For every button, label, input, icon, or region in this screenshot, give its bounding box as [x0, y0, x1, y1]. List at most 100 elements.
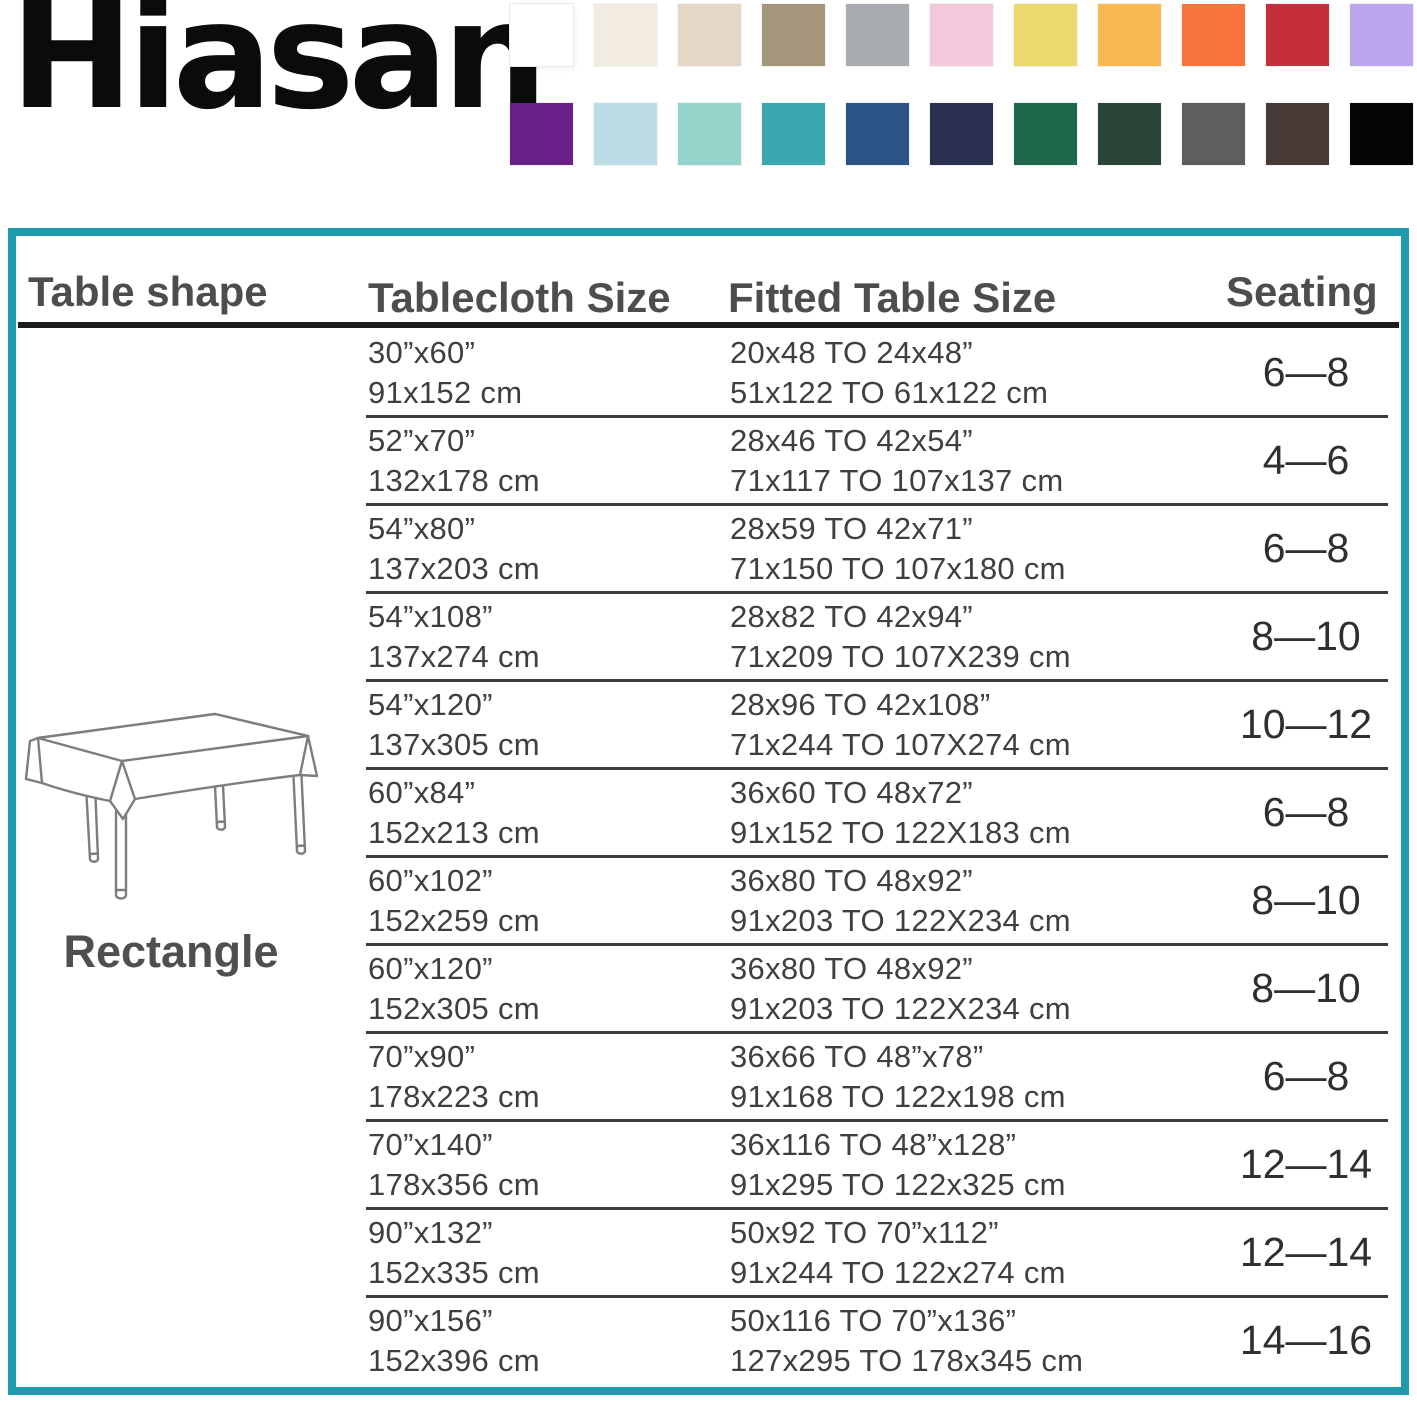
size-chart-inner: Table shape Tablecloth Size Fitted Table…: [16, 236, 1401, 1387]
fitted-table-size-inches: 28x96 TO 42x108”: [730, 687, 991, 722]
color-swatch-row1-5: [846, 4, 909, 66]
tablecloth-size-cm: 178x356 cm: [368, 1167, 540, 1202]
tablecloth-size-cm: 91x152 cm: [368, 375, 523, 410]
table-row: 90”x132” 152x335 cm 50x92 TO 70”x112” 91x24…: [366, 1210, 1388, 1298]
seating-value: 8—10: [1251, 613, 1361, 659]
seating-value: 6—8: [1262, 349, 1350, 395]
tablecloth-size-inches: 70”x90”: [368, 1039, 476, 1074]
seating-value: 6—8: [1262, 789, 1350, 835]
tablecloth-size-inches: 54”x80”: [368, 511, 476, 546]
table-row: 60”x102” 152x259 cm 36x80 TO 48x92” 91x203 …: [366, 858, 1388, 946]
seating-value: 4—6: [1262, 437, 1350, 483]
table-row: 30”x60” 91x152 cm 20x48 TO 24x48” 51x122 TO…: [366, 330, 1388, 418]
table-row: 70”x90” 178x223 cm 36x66 TO 48”x78” 91x168 …: [366, 1034, 1388, 1122]
tablecloth-size-inches: 90”x156”: [368, 1303, 493, 1338]
table-row: 54”x120” 137x305 cm 28x96 TO 42x108” 71x244…: [366, 682, 1388, 770]
tablecloth-size-inches: 30”x60”: [368, 335, 476, 370]
header-fitted-table-size: Fitted Table Size: [728, 274, 1057, 321]
fitted-table-size-inches: 20x48 TO 24x48”: [730, 335, 973, 370]
tablecloth-size-inches: 54”x120”: [368, 687, 493, 722]
fitted-table-size-cm: 91x244 TO 122x274 cm: [730, 1255, 1066, 1290]
color-swatch-row1-3: [678, 4, 741, 66]
fitted-table-size-inches: 50x92 TO 70”x112”: [730, 1215, 999, 1250]
header-tablecloth-size: Tablecloth Size: [368, 274, 671, 321]
header-divider: [18, 322, 1399, 328]
fitted-table-size-cm: 71x150 TO 107x180 cm: [730, 551, 1066, 586]
seating-value: 6—8: [1262, 1053, 1350, 1099]
table-row: 60”x84” 152x213 cm 36x60 TO 48x72” 91x152 T…: [366, 770, 1388, 858]
table-row: 52”x70” 132x178 cm 28x46 TO 42x54” 71x117 T…: [366, 418, 1388, 506]
seating-value: 8—10: [1251, 965, 1361, 1011]
color-swatch-row1-1: [510, 4, 573, 66]
tablecloth-size-cm: 152x396 cm: [368, 1343, 540, 1378]
header-seating: Seating: [1226, 268, 1378, 315]
color-swatch-row1-4: [762, 4, 825, 66]
fitted-table-size-cm: 71x244 TO 107X274 cm: [730, 727, 1071, 762]
tablecloth-size-cm: 152x213 cm: [368, 815, 540, 850]
fitted-table-size-cm: 91x168 TO 122x198 cm: [730, 1079, 1066, 1114]
color-swatch-row2-6: [930, 103, 993, 165]
color-swatch-row2-3: [678, 103, 741, 165]
tablecloth-size-inches: 90”x132”: [368, 1215, 493, 1250]
header-table-shape: Table shape: [28, 268, 268, 315]
tablecloth-size-inches: 60”x120”: [368, 951, 493, 986]
tablecloth-size-inches: 60”x84”: [368, 775, 476, 810]
fitted-table-size-inches: 36x116 TO 48”x128”: [730, 1127, 1017, 1162]
color-swatch-row2-8: [1098, 103, 1161, 165]
tablecloth-size-inches: 52”x70”: [368, 423, 476, 458]
table-row: 60”x120” 152x305 cm 36x80 TO 48x92” 91x203 …: [366, 946, 1388, 1034]
tablecloth-size-cm: 152x305 cm: [368, 991, 540, 1026]
color-swatch-row2-5: [846, 103, 909, 165]
tablecloth-size-inches: 70”x140”: [368, 1127, 493, 1162]
fitted-table-size-cm: 51x122 TO 61x122 cm: [730, 375, 1049, 410]
color-swatch-row1-6: [930, 4, 993, 66]
fitted-table-size-cm: 91x295 TO 122x325 cm: [730, 1167, 1066, 1202]
seating-value: 8—10: [1251, 877, 1361, 923]
fitted-table-size-inches: 28x59 TO 42x71”: [730, 511, 973, 546]
tablecloth-size-cm: 137x203 cm: [368, 551, 540, 586]
seating-value: 10—12: [1239, 701, 1373, 747]
tablecloth-size-cm: 132x178 cm: [368, 463, 540, 498]
seating-value: 12—14: [1239, 1141, 1373, 1187]
rectangle-table-icon: [24, 712, 319, 900]
color-palette: [510, 4, 1413, 165]
tablecloth-size-inches: 54”x108”: [368, 599, 493, 634]
fitted-table-size-inches: 36x60 TO 48x72”: [730, 775, 973, 810]
tablecloth-size-cm: 178x223 cm: [368, 1079, 540, 1114]
seating-value: 12—14: [1239, 1229, 1373, 1275]
fitted-table-size-inches: 28x46 TO 42x54”: [730, 423, 973, 458]
fitted-table-size-inches: 50x116 TO 70”x136”: [730, 1303, 1017, 1338]
table-row: 70”x140” 178x356 cm 36x116 TO 48”x128” 91x2…: [366, 1122, 1388, 1210]
table-row: 54”x80” 137x203 cm 28x59 TO 42x71” 71x150 T…: [366, 506, 1388, 594]
color-swatch-row2-4: [762, 103, 825, 165]
shape-label: Rectangle: [63, 926, 279, 977]
color-swatch-row1-7: [1014, 4, 1077, 66]
fitted-table-size-inches: 36x66 TO 48”x78”: [730, 1039, 984, 1074]
fitted-table-size-cm: 91x152 TO 122X183 cm: [730, 815, 1071, 850]
color-swatch-row2-7: [1014, 103, 1077, 165]
table-row: 54”x108” 137x274 cm 28x82 TO 42x94” 71x209 …: [366, 594, 1388, 682]
color-swatch-row1-10: [1266, 4, 1329, 66]
seating-value: 14—16: [1239, 1317, 1373, 1363]
tablecloth-size-cm: 137x274 cm: [368, 639, 540, 674]
size-chart-rows: 30”x60” 91x152 cm 20x48 TO 24x48” 51x122 TO…: [16, 330, 1401, 1383]
seating-value: 6—8: [1262, 525, 1350, 571]
color-swatch-row2-2: [594, 103, 657, 165]
color-swatch-row1-11: [1350, 4, 1413, 66]
fitted-table-size-inches: 28x82 TO 42x94”: [730, 599, 973, 634]
fitted-table-size-inches: 36x80 TO 48x92”: [730, 951, 973, 986]
tablecloth-size-inches: 60”x102”: [368, 863, 493, 898]
fitted-table-size-cm: 91x203 TO 122X234 cm: [730, 991, 1071, 1026]
fitted-table-size-cm: 127x295 TO 178x345 cm: [730, 1343, 1084, 1378]
fitted-table-size-cm: 71x209 TO 107X239 cm: [730, 639, 1071, 674]
color-swatch-row2-1: [510, 103, 573, 165]
tablecloth-size-cm: 152x259 cm: [368, 903, 540, 938]
color-swatch-row2-11: [1350, 103, 1413, 165]
color-swatch-row1-9: [1182, 4, 1245, 66]
color-swatch-row2-9: [1182, 103, 1245, 165]
table-row: 90”x156” 152x396 cm 50x116 TO 70”x136” 127x…: [366, 1298, 1388, 1383]
tablecloth-size-cm: 137x305 cm: [368, 727, 540, 762]
color-swatch-row1-8: [1098, 4, 1161, 66]
fitted-table-size-cm: 91x203 TO 122X234 cm: [730, 903, 1071, 938]
fitted-table-size-inches: 36x80 TO 48x92”: [730, 863, 973, 898]
